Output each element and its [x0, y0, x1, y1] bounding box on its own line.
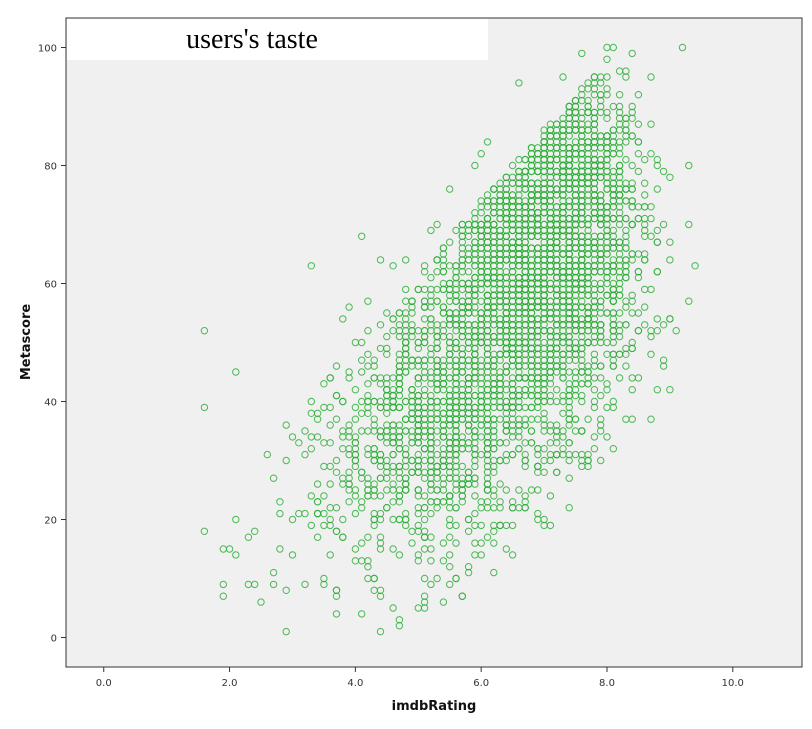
- y-tick-label: 60: [44, 280, 57, 291]
- y-tick-label: 40: [44, 398, 57, 409]
- x-tick-label: 4.0: [347, 678, 363, 689]
- y-tick-label: 0: [51, 634, 57, 645]
- x-axis-title: imdbRating: [392, 699, 477, 714]
- chart-title: users's taste: [186, 24, 318, 55]
- x-tick-label: 6.0: [473, 678, 489, 689]
- x-axis: 0.0 2.0 4.0 6.0 8.0 10.0: [96, 667, 744, 689]
- x-tick-label: 10.0: [722, 678, 744, 689]
- y-axis-title: Metascore: [19, 304, 34, 381]
- y-tick-label: 80: [44, 162, 57, 173]
- y-tick-label: 100: [38, 44, 57, 55]
- x-tick-label: 8.0: [599, 678, 615, 689]
- x-tick-label: 2.0: [222, 678, 238, 689]
- y-axis: 0 20 40 60 80 100: [38, 44, 66, 645]
- y-tick-label: 20: [44, 516, 57, 527]
- x-tick-label: 0.0: [96, 678, 112, 689]
